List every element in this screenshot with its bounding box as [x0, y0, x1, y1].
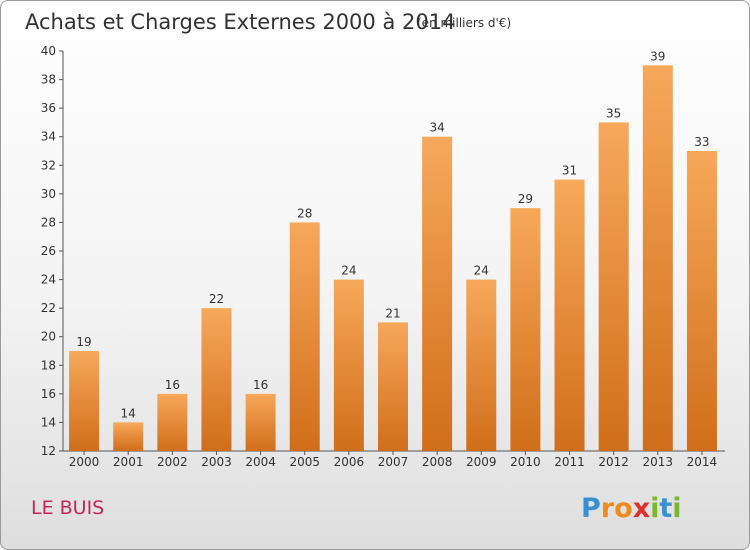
x-tick-label: 2014	[687, 455, 718, 469]
bar-2006	[333, 279, 364, 451]
x-tick-label: 2007	[378, 455, 409, 469]
bar-value-label: 35	[606, 106, 621, 120]
bar-value-label: 16	[165, 378, 180, 392]
logo-letter: i	[650, 493, 659, 524]
x-tick-label: 2010	[510, 455, 541, 469]
y-tick-label: 38	[41, 73, 56, 87]
bar-2009	[466, 279, 497, 451]
logo-letter: t	[659, 493, 672, 524]
bar-2000	[69, 351, 100, 451]
chart-title: Achats et Charges Externes 2000 à 2014	[25, 10, 455, 34]
bar-value-label: 33	[694, 135, 709, 149]
bar-2008	[422, 136, 453, 451]
logo-letter: P	[581, 493, 601, 524]
bar-2004	[245, 393, 276, 451]
x-tick-label: 2006	[334, 455, 365, 469]
x-tick-label: 2000	[69, 455, 100, 469]
x-tick-label: 2001	[113, 455, 144, 469]
bar-2010	[510, 208, 541, 451]
bar-2003	[201, 308, 232, 451]
bar-2002	[157, 393, 188, 451]
logo-letter: x	[633, 493, 650, 524]
x-tick-label: 2011	[554, 455, 585, 469]
bar-2007	[378, 322, 408, 451]
bar-value-label: 24	[341, 264, 356, 278]
logo-letter: r	[601, 493, 615, 524]
bar-value-label: 22	[209, 292, 224, 306]
commune-name: LE BUIS	[31, 497, 104, 519]
y-tick-label: 36	[41, 101, 56, 115]
y-tick-label: 28	[41, 215, 56, 229]
bars: 19 14 16 22 16 28 24 21 34 24 29 31 35 39 33	[69, 49, 717, 452]
bar-2001	[113, 422, 144, 451]
bar-value-label: 14	[121, 406, 136, 420]
proxiti-logo: Proxiti	[581, 493, 682, 524]
bar-value-label: 28	[297, 206, 312, 220]
bar-value-label: 29	[518, 192, 533, 206]
bar-value-label: 34	[429, 121, 444, 135]
bar-value-label: 39	[650, 49, 665, 63]
y-tick-label: 40	[41, 44, 56, 58]
x-tick-label: 2009	[466, 455, 497, 469]
bar-value-label: 24	[474, 264, 489, 278]
x-tick-label: 2008	[422, 455, 453, 469]
x-tick-label: 2005	[289, 455, 320, 469]
x-tick-label: 2002	[157, 455, 188, 469]
y-tick-label: 16	[41, 387, 56, 401]
x-tick-label: 2013	[643, 455, 674, 469]
y-tick-label: 30	[41, 187, 56, 201]
bar-2005	[289, 222, 320, 451]
x-tick-label: 2003	[201, 455, 232, 469]
bar-2014	[686, 151, 717, 451]
bar-value-label: 16	[253, 378, 268, 392]
bar-value-label: 21	[385, 306, 400, 320]
axes: 12 14 16 18 20 22 24 26 28 30 32 34 36 38 40 2000 2001 20…	[41, 44, 725, 469]
y-tick-label: 32	[41, 158, 56, 172]
bar-2013	[642, 65, 673, 452]
bar-value-label: 31	[562, 164, 577, 178]
y-tick-label: 24	[41, 273, 56, 287]
y-tick-label: 34	[41, 130, 56, 144]
y-tick-label: 18	[41, 358, 56, 372]
y-tick-label: 14	[41, 415, 56, 429]
y-tick-label: 22	[41, 301, 56, 315]
bar-value-label: 19	[76, 335, 91, 349]
logo-letter: i	[672, 493, 681, 524]
y-tick-label: 26	[41, 244, 56, 258]
logo-letter: o	[614, 493, 633, 524]
x-tick-label: 2004	[245, 455, 276, 469]
y-tick-label: 12	[41, 444, 56, 458]
y-tick-label: 20	[41, 330, 56, 344]
x-tick-label: 2012	[598, 455, 629, 469]
bar-2012	[598, 122, 629, 451]
bar-2011	[554, 179, 585, 452]
chart-subtitle: (en milliers d'€)	[417, 16, 511, 30]
